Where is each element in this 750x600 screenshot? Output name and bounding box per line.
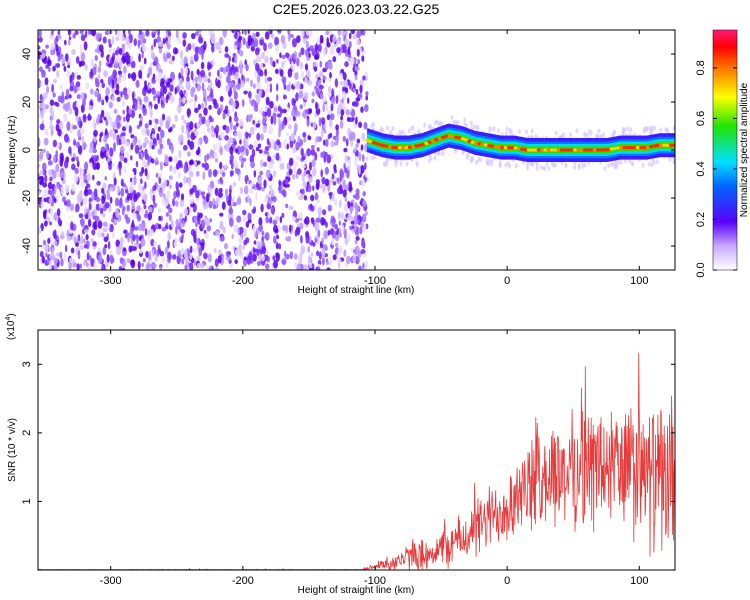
chart-title: C2E5.2026.023.03.22.G25 (273, 1, 440, 17)
colorbar-tick-label: 0.4 (695, 161, 707, 176)
y-tick-label: 40 (21, 48, 33, 60)
colorbar-tick-label: 0.8 (695, 60, 707, 75)
x-tick-label: 0 (504, 275, 510, 287)
colorbar-tick-label: 0.6 (695, 111, 707, 126)
colorbar-label: Normalized spectral amplitude (739, 82, 750, 217)
colorbar-ticks: 0.0 0.2 0.4 0.6 0.8 (695, 60, 737, 278)
y-axis-bottom: 1 2 3 (21, 361, 675, 504)
x-tick-label: -200 (232, 275, 254, 287)
colorbar-tick-label: 0.2 (695, 212, 707, 227)
x-axis-label-top: Height of straight line (km) (298, 285, 415, 296)
y-scale-label: (x104) (5, 313, 17, 340)
x-tick-label: -300 (100, 275, 122, 287)
colorbar-gradient (712, 29, 738, 271)
snr-panel: -300 -200 -100 0 100 1 2 3 Height of straight … (5, 313, 676, 596)
y-axis-label-bottom: SNR (10 * v/v) (7, 418, 18, 482)
signal-trace (364, 115, 675, 172)
y-axis-top: -40 -20 0 20 40 (21, 48, 675, 254)
x-axis-top: -300 -200 -100 0 100 (100, 30, 648, 287)
x-tick-label: 100 (630, 275, 648, 287)
y-tick-label: 3 (21, 361, 33, 367)
snr-series-line (38, 352, 675, 570)
x-tick-label: -300 (100, 575, 122, 587)
y-tick-label: 0 (21, 147, 33, 153)
y-tick-label: -40 (21, 238, 33, 254)
colorbar: 0.0 0.2 0.4 0.6 0.8 Normalized spectral ampl… (695, 29, 750, 278)
y-tick-label: -20 (21, 190, 33, 206)
colorbar-tick-label: 0.0 (695, 262, 707, 277)
x-tick-label: 100 (630, 575, 648, 587)
x-axis-bottom: -300 -200 -100 0 100 (100, 330, 648, 587)
noise-region (38, 30, 369, 270)
x-tick-label: -100 (364, 275, 386, 287)
x-axis-label-bottom: Height of straight line (km) (298, 585, 415, 596)
y-axis-label-top: Frequency (Hz) (7, 116, 18, 185)
x-tick-label: -200 (232, 575, 254, 587)
y-tick-label: 1 (21, 498, 33, 504)
x-tick-label: -100 (364, 575, 386, 587)
plot-frame-bottom (37, 329, 676, 571)
x-tick-label: 0 (504, 575, 510, 587)
y-tick-label: 2 (21, 430, 33, 436)
y-tick-label: 20 (21, 96, 33, 108)
